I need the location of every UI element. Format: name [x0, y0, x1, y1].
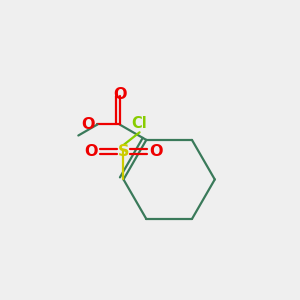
Text: S: S	[118, 144, 129, 159]
Text: O: O	[150, 144, 163, 159]
Text: Cl: Cl	[132, 116, 148, 131]
Text: O: O	[84, 144, 97, 159]
Text: O: O	[113, 87, 126, 102]
Text: O: O	[82, 117, 95, 132]
